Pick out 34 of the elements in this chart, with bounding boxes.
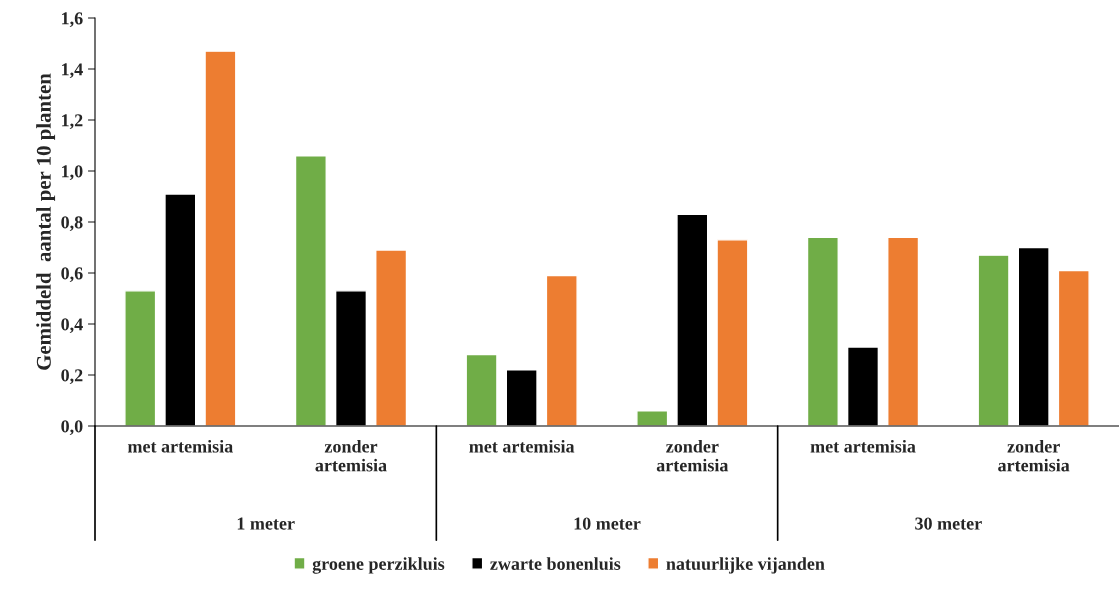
bar xyxy=(375,249,408,426)
bar xyxy=(806,236,839,426)
x-tick-label: met artemisia xyxy=(127,439,233,453)
bar xyxy=(465,353,498,426)
y-tick-label: 1,6 xyxy=(62,12,83,28)
text: 1 meter xyxy=(237,517,295,530)
y-tick-label: 0,4 xyxy=(61,318,83,334)
bar xyxy=(124,290,157,426)
y-tick-label: 0,6 xyxy=(61,267,83,283)
x-tick-label: met artemisia xyxy=(810,439,916,453)
x-tick-label: met artemisia xyxy=(469,439,575,453)
text: 10 meter xyxy=(574,517,641,530)
x-tick-label: zonder artemisia xyxy=(998,439,1070,472)
y-tick-label: 1,4 xyxy=(62,63,83,79)
bar xyxy=(716,239,749,426)
x-tick-label: zonder artemisia xyxy=(656,439,729,472)
legend-label: natuurlijke vijanden xyxy=(666,557,825,574)
y-tick-label: 1,2 xyxy=(62,114,83,130)
bar xyxy=(294,155,327,426)
x-tick-label: zonder artemisia xyxy=(315,439,387,472)
bar xyxy=(1057,269,1090,426)
bar xyxy=(636,410,669,426)
bar xyxy=(204,50,237,426)
y-axis-title: Gemiddeld aantal per 10 planten xyxy=(36,73,56,370)
bar xyxy=(887,236,920,426)
y-tick-label: 0,8 xyxy=(61,216,83,232)
y-tick-label: 1,0 xyxy=(62,165,83,181)
legend-label: zwarte bonenluis xyxy=(490,557,621,570)
legend-label: groene perzikluis xyxy=(312,557,445,574)
text: 30 meter xyxy=(915,517,982,530)
y-tick-label: 0,0 xyxy=(61,420,83,436)
bar xyxy=(977,254,1010,426)
y-tick-label: 0,2 xyxy=(61,369,83,385)
bar xyxy=(545,274,578,426)
